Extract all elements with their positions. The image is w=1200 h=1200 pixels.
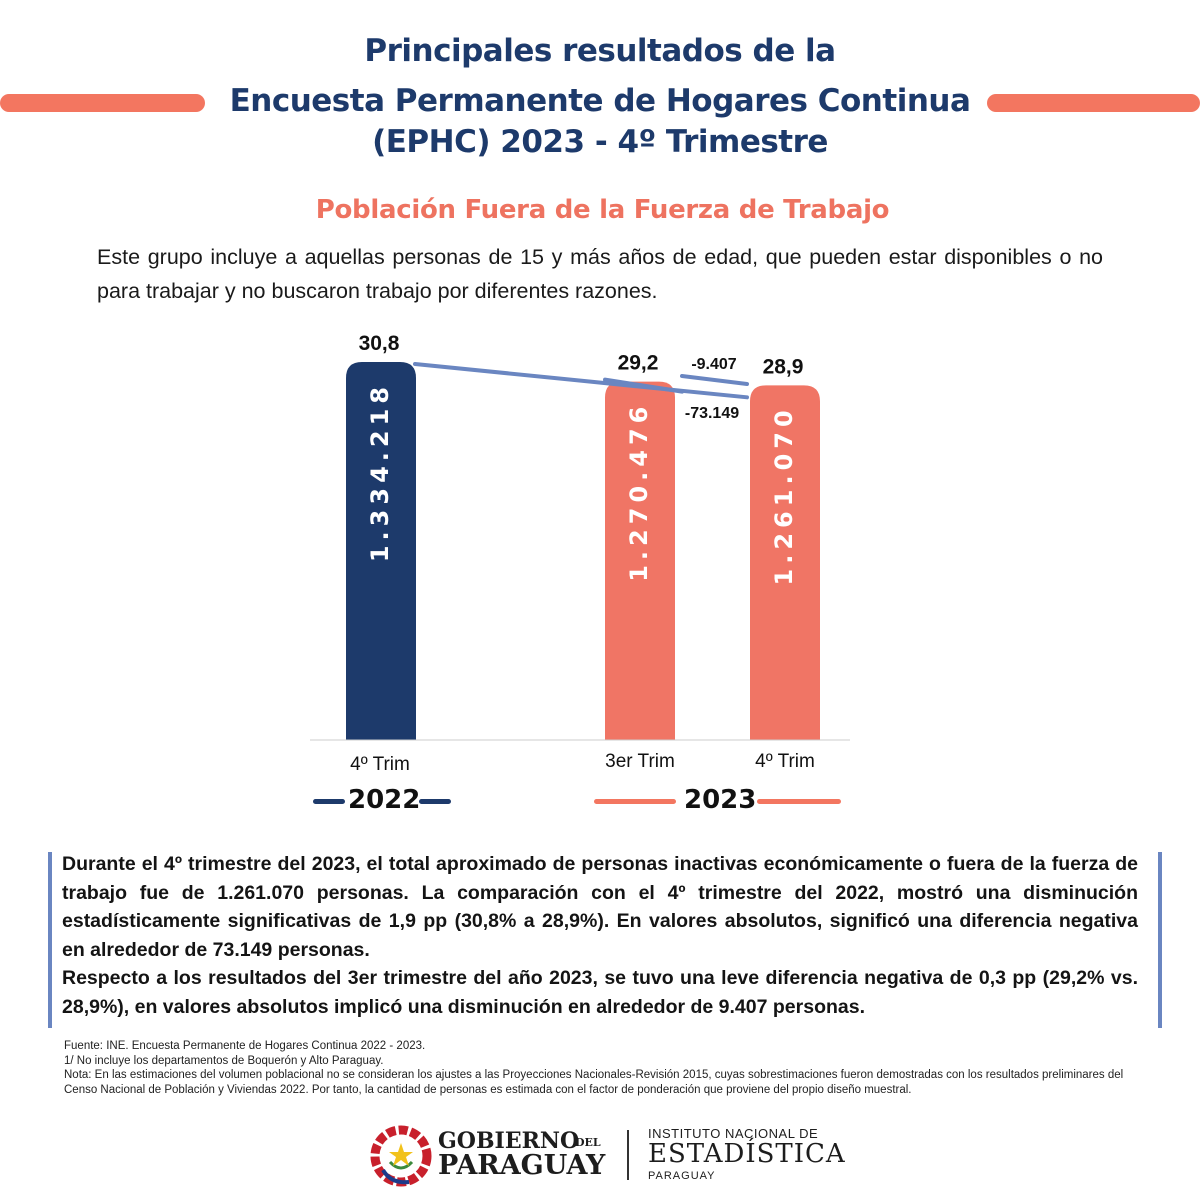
year-2022-line-right <box>419 799 451 804</box>
summary-paragraph-1: Durante el 4º trimestre del 2023, el tot… <box>62 853 1138 961</box>
rate-label-1: 29,2 <box>618 352 659 375</box>
difference-label-quarterly: -9.407 <box>691 356 736 373</box>
bar-value-label-0: 1.334.218 <box>366 382 394 562</box>
title-line-2: Encuesta Permanente de Hogares Continua <box>229 83 971 119</box>
labels-layer: 1.334.218 30,8 4º Trim 1.270.476 29,2 3er Tri… <box>350 332 815 775</box>
ine-line-1: INSTITUTO NACIONAL DE <box>648 1126 819 1141</box>
decorative-bar-left <box>0 94 205 112</box>
difference-line-partial <box>603 377 684 394</box>
category-label-1: 3er Trim <box>605 751 675 772</box>
decorative-bar-right <box>987 94 1200 112</box>
rate-label-0: 30,8 <box>359 332 400 355</box>
rate-label-2: 28,9 <box>763 355 804 378</box>
bar-value-label-1: 1.270.476 <box>625 402 653 582</box>
section-subtitle: Población Fuera de la Fuerza de Trabajo <box>315 195 890 225</box>
difference-lines-layer <box>413 362 749 400</box>
bar-2 <box>750 385 820 740</box>
footer-logos: GOBIERNO DEL PARAGUAY INSTITUTO NACIONAL… <box>365 1120 845 1190</box>
footer-divider <box>627 1130 629 1180</box>
paraguay-seal-icon <box>370 1125 432 1187</box>
ine-line-2: ESTADÍSTICA <box>648 1139 846 1169</box>
bar-0 <box>346 362 416 740</box>
footnotes: Fuente: INE. Encuesta Permanente de Hoga… <box>64 1039 1144 1097</box>
year-2023-line-left <box>594 799 676 804</box>
difference-line-quarterly <box>680 374 749 386</box>
gov-del: DEL <box>575 1136 601 1149</box>
bars-layer <box>310 362 850 741</box>
summary-paragraph-2: Respecto a los resultados del 3er trimes… <box>62 967 1138 1018</box>
difference-label-annual: -73.149 <box>685 405 739 422</box>
gov-line-2: PARAGUAY <box>438 1150 606 1181</box>
intro-paragraph: Este grupo incluye a aquellas personas d… <box>97 245 1103 303</box>
summary-text: Durante el 4º trimestre del 2023, el tot… <box>62 850 1138 1021</box>
source-note: Fuente: INE. Encuesta Permanente de Hoga… <box>64 1040 426 1052</box>
gov-line-1: GOBIERNO <box>438 1128 580 1154</box>
title-line-3: (EPHC) 2023 - 4º Trimestre <box>372 124 828 160</box>
year-2023-line-right <box>757 799 841 804</box>
year-2022-label: 2022 <box>348 785 421 815</box>
difference-line-annual <box>413 362 749 400</box>
bar-1 <box>605 381 675 740</box>
category-label-0: 4º Trim <box>350 754 410 775</box>
ine-line-3: PARAGUAY <box>648 1170 716 1182</box>
year-2023-label: 2023 <box>684 785 757 815</box>
title-line-1: Principales resultados de la <box>364 33 836 69</box>
category-label-2: 4º Trim <box>755 751 815 772</box>
bar-chart: 1.334.218 30,8 4º Trim 1.270.476 29,2 3er Tri… <box>310 332 850 775</box>
footnote-2: Nota: En las estimaciones del volumen po… <box>64 1069 1124 1096</box>
footnote-1: 1/ No incluye los departamentos de Boque… <box>64 1054 384 1067</box>
summary-box <box>48 852 1162 1028</box>
year-2022-line-left <box>313 799 345 804</box>
bar-value-label-2: 1.261.070 <box>770 405 798 585</box>
